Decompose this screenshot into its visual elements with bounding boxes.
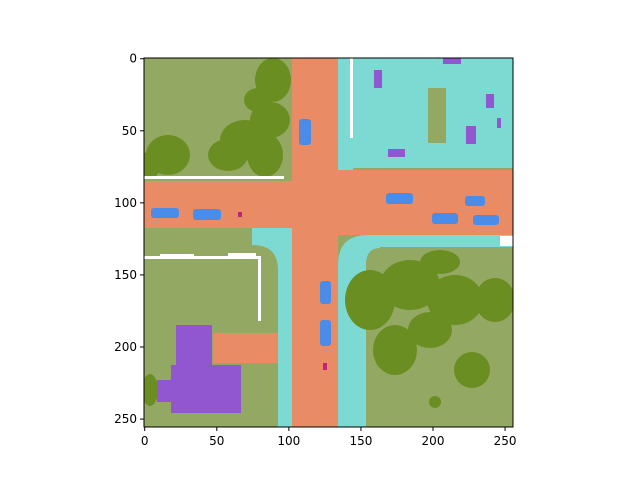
x-axis: 0 50 100 150 200 250 — [141, 427, 517, 448]
grass-patch-top-right — [428, 88, 446, 143]
segmentation-image — [144, 58, 513, 427]
x-tick-label: 0 — [141, 434, 149, 448]
sidewalk-corner-bottom-right — [338, 235, 380, 427]
tree-cluster-bottom-right — [144, 250, 513, 408]
x-tick-label: 150 — [349, 434, 372, 448]
building-fragments-top-right — [374, 58, 501, 157]
x-tick-label: 50 — [209, 434, 224, 448]
y-tick-label: 0 — [129, 52, 137, 66]
y-tick-label: 200 — [114, 340, 137, 354]
road-horizontal-right — [338, 170, 513, 235]
road-vertical — [292, 58, 338, 427]
building-bottom-left — [157, 325, 241, 413]
axes-frame — [143, 57, 514, 428]
white-markings — [144, 58, 513, 321]
x-tick-label: 200 — [422, 434, 445, 448]
y-tick-label: 250 — [114, 412, 137, 426]
vehicles — [151, 119, 499, 346]
y-tick-label: 150 — [114, 268, 137, 282]
sidewalk-corner-bottom-left — [252, 228, 292, 427]
y-tick-label: 100 — [114, 196, 137, 210]
x-tick-label: 100 — [277, 434, 300, 448]
sidewalk-top-right — [338, 58, 513, 168]
sidewalk-strip-right — [368, 235, 513, 247]
sidewalk-top-right-left — [338, 58, 353, 188]
x-tick-label: 250 — [494, 434, 517, 448]
pedestrians — [238, 212, 327, 370]
y-axis: 0 50 100 150 200 250 — [114, 52, 144, 426]
tree-cluster-top-left — [144, 58, 291, 179]
y-tick-label: 50 — [122, 124, 137, 138]
